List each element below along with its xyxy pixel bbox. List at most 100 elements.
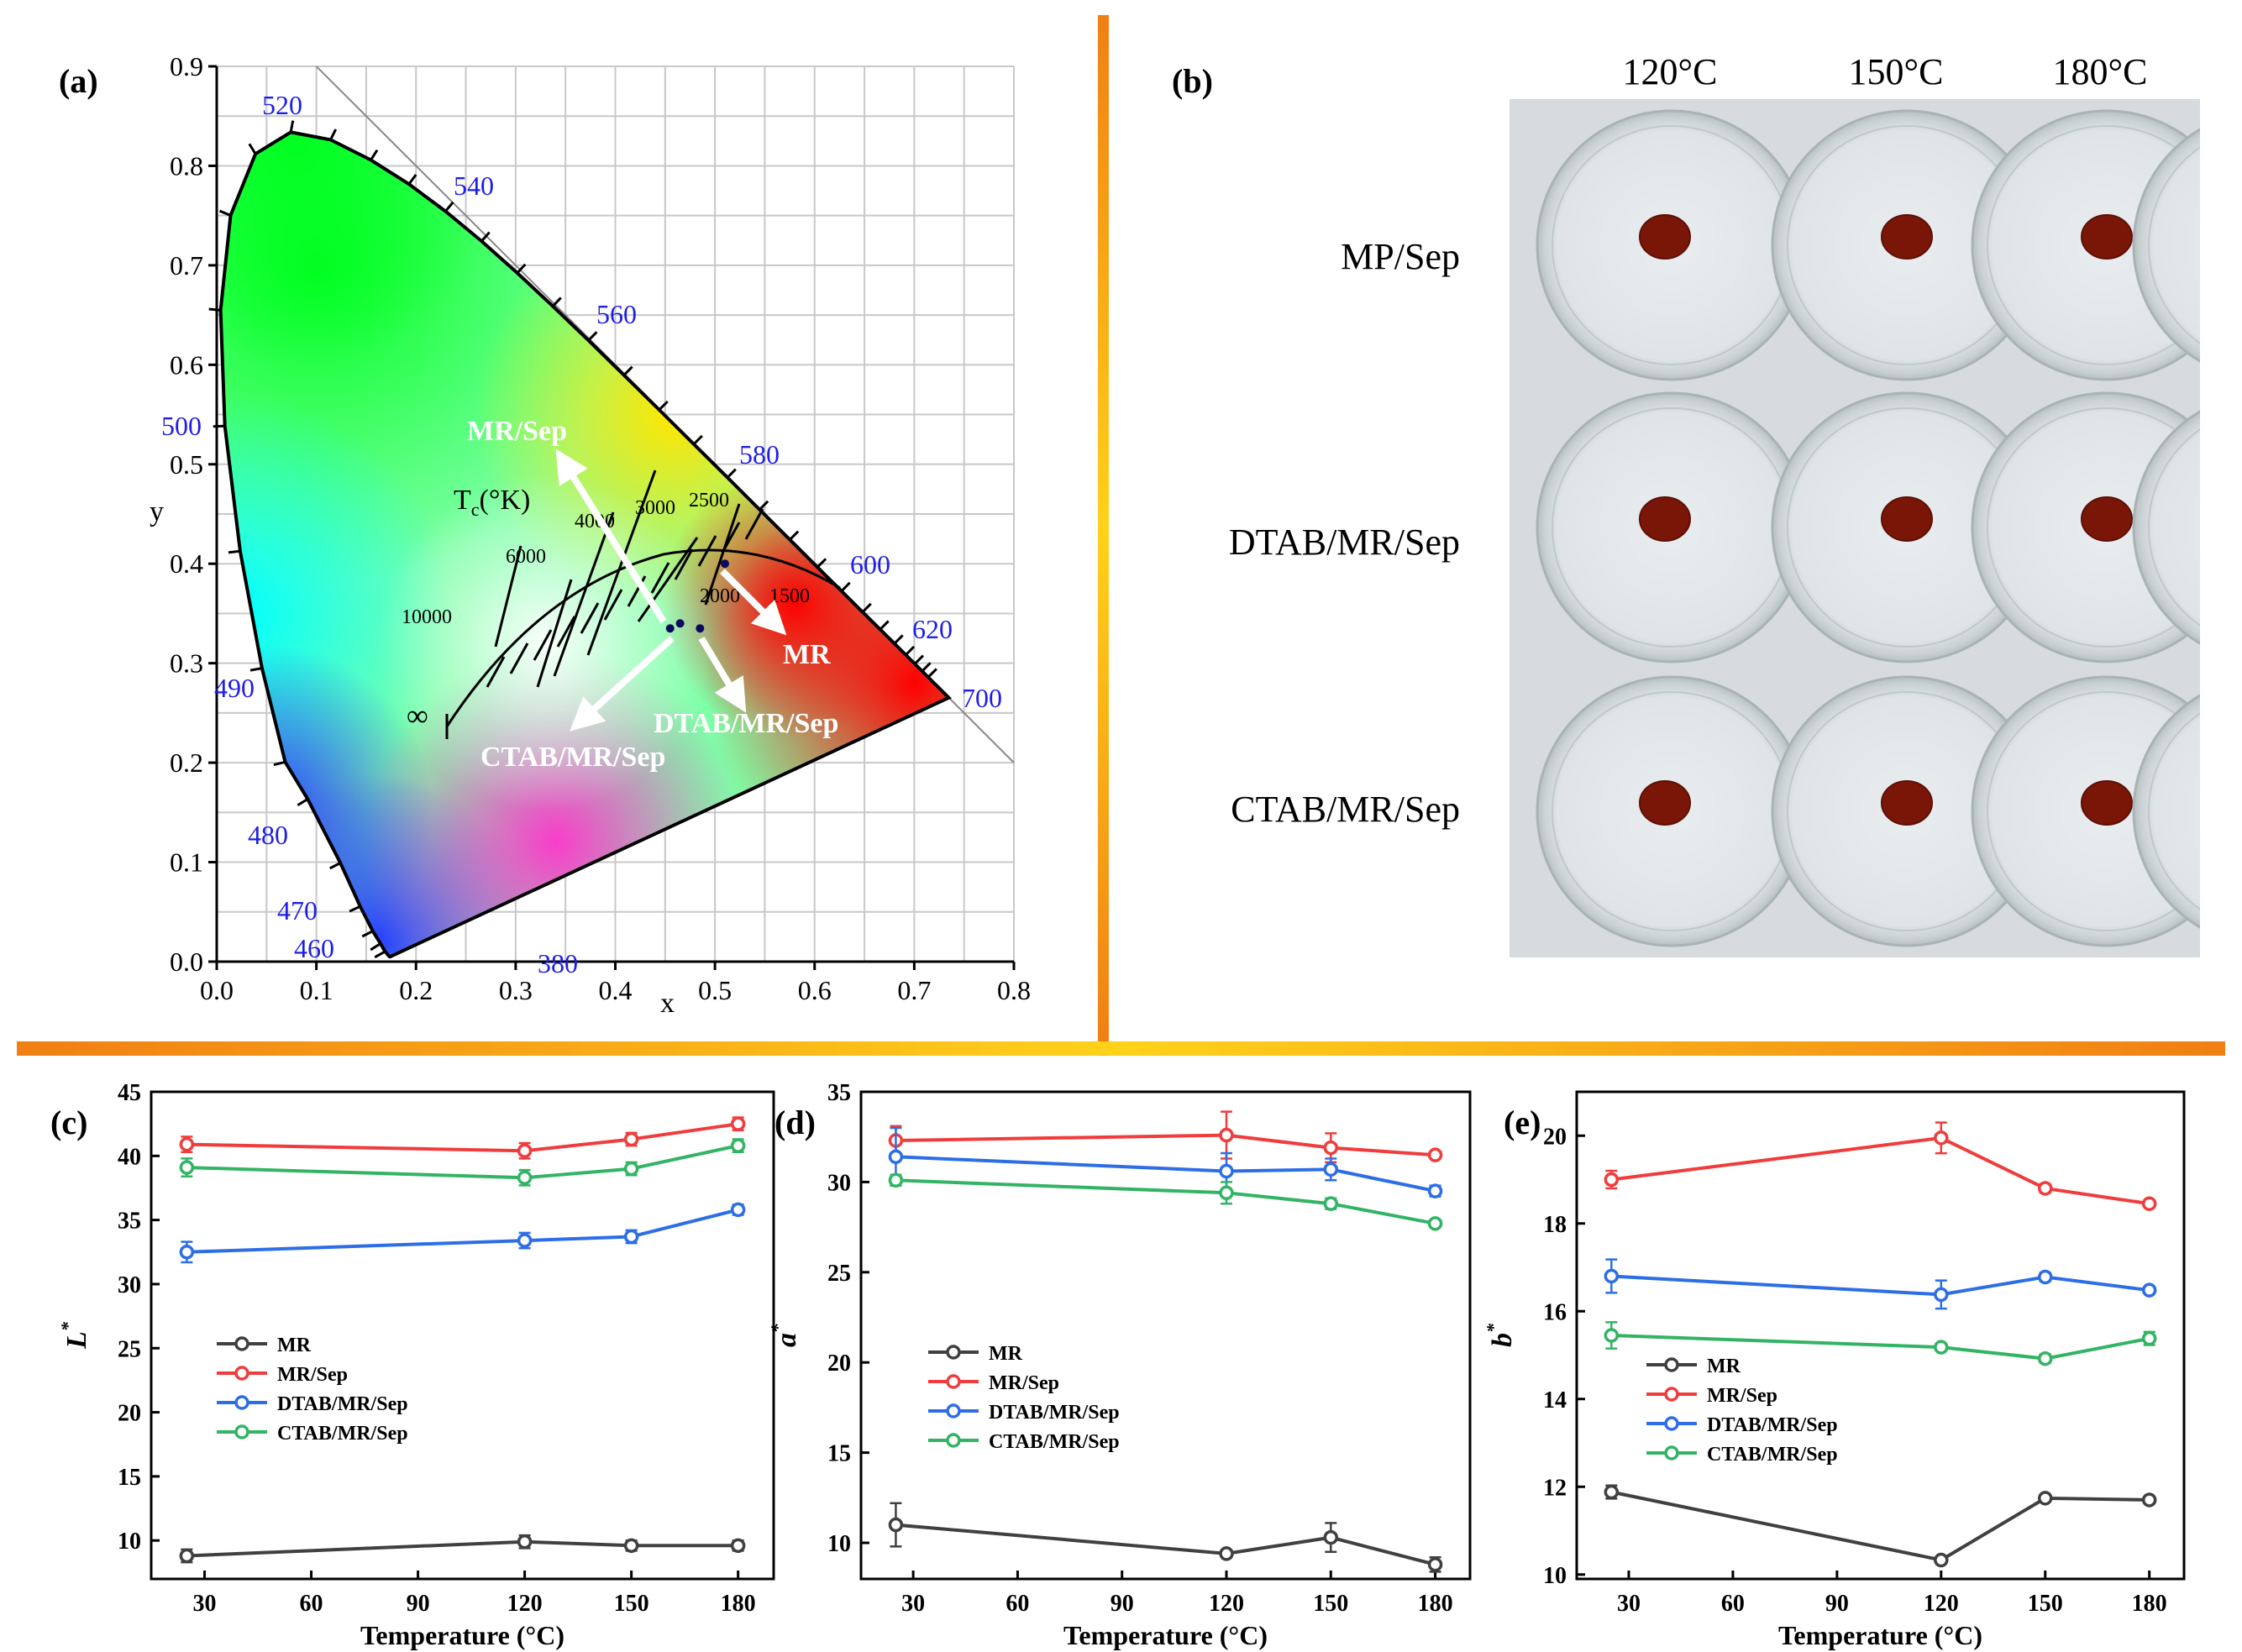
row-label: DTAB/MR/Sep [1229, 522, 1460, 563]
y-tick-label: 35 [118, 1209, 141, 1235]
sample-row-labels: MP/Sep DTAB/MR/Sep CTAB/MR/Sep [1229, 236, 1460, 830]
data-point [2037, 1269, 2053, 1285]
data-point [517, 1170, 533, 1186]
wavelength-label-560: 560 [596, 299, 637, 329]
legend-label: DTAB/MR/Sep [1707, 1414, 1838, 1436]
legend-label: MR/Sep [1707, 1385, 1777, 1407]
isotemperature-line [494, 545, 522, 648]
data-point [2141, 1196, 2157, 1211]
data-point [730, 1202, 746, 1218]
x-axis-label: Temperature (°C) [1778, 1620, 1982, 1650]
locus-hash [697, 535, 717, 567]
sample-point [696, 624, 705, 633]
y-tick-label: 14 [1543, 1387, 1567, 1413]
cct-label-3000: 3000 [635, 497, 675, 519]
column-header: 120°C [1623, 51, 1718, 92]
data-point [179, 1160, 195, 1175]
data-point [888, 1172, 904, 1188]
locus-tick [622, 365, 633, 376]
a-star-chart: (d) 30 60 90 120 150 180 10 15 20 25 30 35 Temperatur… [767, 1080, 1472, 1650]
locus-tick [726, 468, 737, 479]
series-line [895, 1155, 1436, 1193]
data-point [1604, 1268, 1620, 1284]
y-tick-label: 10 [118, 1529, 141, 1555]
x-tick-label: 150 [614, 1591, 649, 1617]
y-tick-label: 0.3 [170, 648, 203, 679]
y-tick-label: 20 [827, 1350, 851, 1377]
y-tick-label: 0.9 [170, 51, 203, 81]
data-point [1323, 1196, 1339, 1211]
legend-marker [1664, 1416, 1679, 1431]
data-point [888, 1149, 904, 1165]
x-tick-label: 0.7 [897, 975, 931, 1005]
y-tick-label: 0.8 [170, 150, 203, 181]
plot-frame [859, 1090, 1472, 1581]
locus-tick [905, 645, 916, 656]
series-line [1611, 1135, 2150, 1206]
cie-axes: 0.0 0.1 0.2 0.3 0.4 0.5 0.6 0.7 0.8 0.0 0.1 0.2 0.3 0… [161, 51, 1031, 1005]
locus-hash [509, 642, 529, 674]
locus-tick [228, 549, 241, 554]
x-tick-label: 180 [721, 1591, 756, 1617]
y-tick-label: 20 [118, 1401, 141, 1427]
wavelength-label-470: 470 [277, 895, 318, 926]
data-point [179, 1245, 195, 1260]
y-tick-label: 20 [1543, 1124, 1567, 1150]
y-tick-label: 0.0 [170, 947, 203, 977]
legend-label: CTAB/MR/Sep [989, 1431, 1120, 1453]
legend-marker [234, 1366, 249, 1381]
locus-tick [374, 950, 386, 959]
x-tick-label: 90 [1825, 1591, 1849, 1617]
data-point [1604, 1172, 1620, 1188]
data-point [179, 1548, 195, 1564]
x-tick-label: 0.5 [698, 975, 732, 1005]
x-tick-label: 0.1 [300, 975, 333, 1005]
locus-tick [552, 296, 562, 307]
x-tick-label: 0.6 [798, 975, 832, 1005]
data-point [1219, 1185, 1234, 1201]
cie-chromaticity-panel: (a) 0.0 0.1 0.2 0.3 0.4 0.5 0.6 0.7 0.8 0.0 0.1 0.2… [59, 51, 1031, 1019]
series-line [1611, 1334, 2150, 1361]
y-axis-label: a* [767, 1323, 802, 1347]
petri-dish [2132, 694, 2200, 929]
x-tick-label: 180 [2132, 1591, 2167, 1617]
petri-dish [2132, 410, 2200, 645]
data-point [1427, 1183, 1443, 1198]
cct-label-2500: 2500 [689, 490, 729, 511]
y-axis-label: b* [1483, 1323, 1518, 1347]
locus-hash [556, 616, 576, 648]
data-point [1323, 1162, 1339, 1177]
series-line [1610, 1490, 2150, 1562]
locus-tick [658, 400, 669, 412]
locus-tick [370, 149, 379, 161]
x-tick-label: 90 [407, 1591, 430, 1617]
x-tick-label: 150 [1313, 1591, 1348, 1617]
locus-tick [921, 662, 932, 673]
row-label: CTAB/MR/Sep [1231, 789, 1460, 830]
y-tick-label: 15 [118, 1465, 141, 1491]
temperature-headers: 120°C 150°C 180°C [1623, 51, 2148, 92]
legend-marker [946, 1374, 961, 1389]
x-tick-label: 120 [1924, 1591, 1959, 1617]
data-point [1219, 1127, 1234, 1143]
y-tick-label: 0.4 [170, 548, 203, 579]
x-tick-label: 60 [1721, 1591, 1745, 1617]
legend-marker [234, 1424, 249, 1440]
x-tick-label: 120 [1209, 1591, 1244, 1617]
legend-marker [1664, 1445, 1679, 1461]
locus-tick [208, 307, 221, 312]
photo-panel: (b) 120°C 150°C 180°C MP/Sep DTAB/MR/Sep CTA… [1172, 51, 2200, 957]
legend-marker [946, 1403, 961, 1419]
data-point [2141, 1330, 2157, 1346]
data-point [517, 1143, 533, 1158]
petri-dish-rim [2148, 712, 2200, 910]
legend-marker [1664, 1387, 1679, 1402]
cct-label-6000: 6000 [506, 546, 546, 568]
x-tick-label: 30 [901, 1591, 925, 1617]
data-point [623, 1131, 639, 1147]
data-point [1427, 1216, 1443, 1231]
legend-marker [1664, 1357, 1679, 1372]
y-tick-label: 25 [118, 1336, 141, 1362]
